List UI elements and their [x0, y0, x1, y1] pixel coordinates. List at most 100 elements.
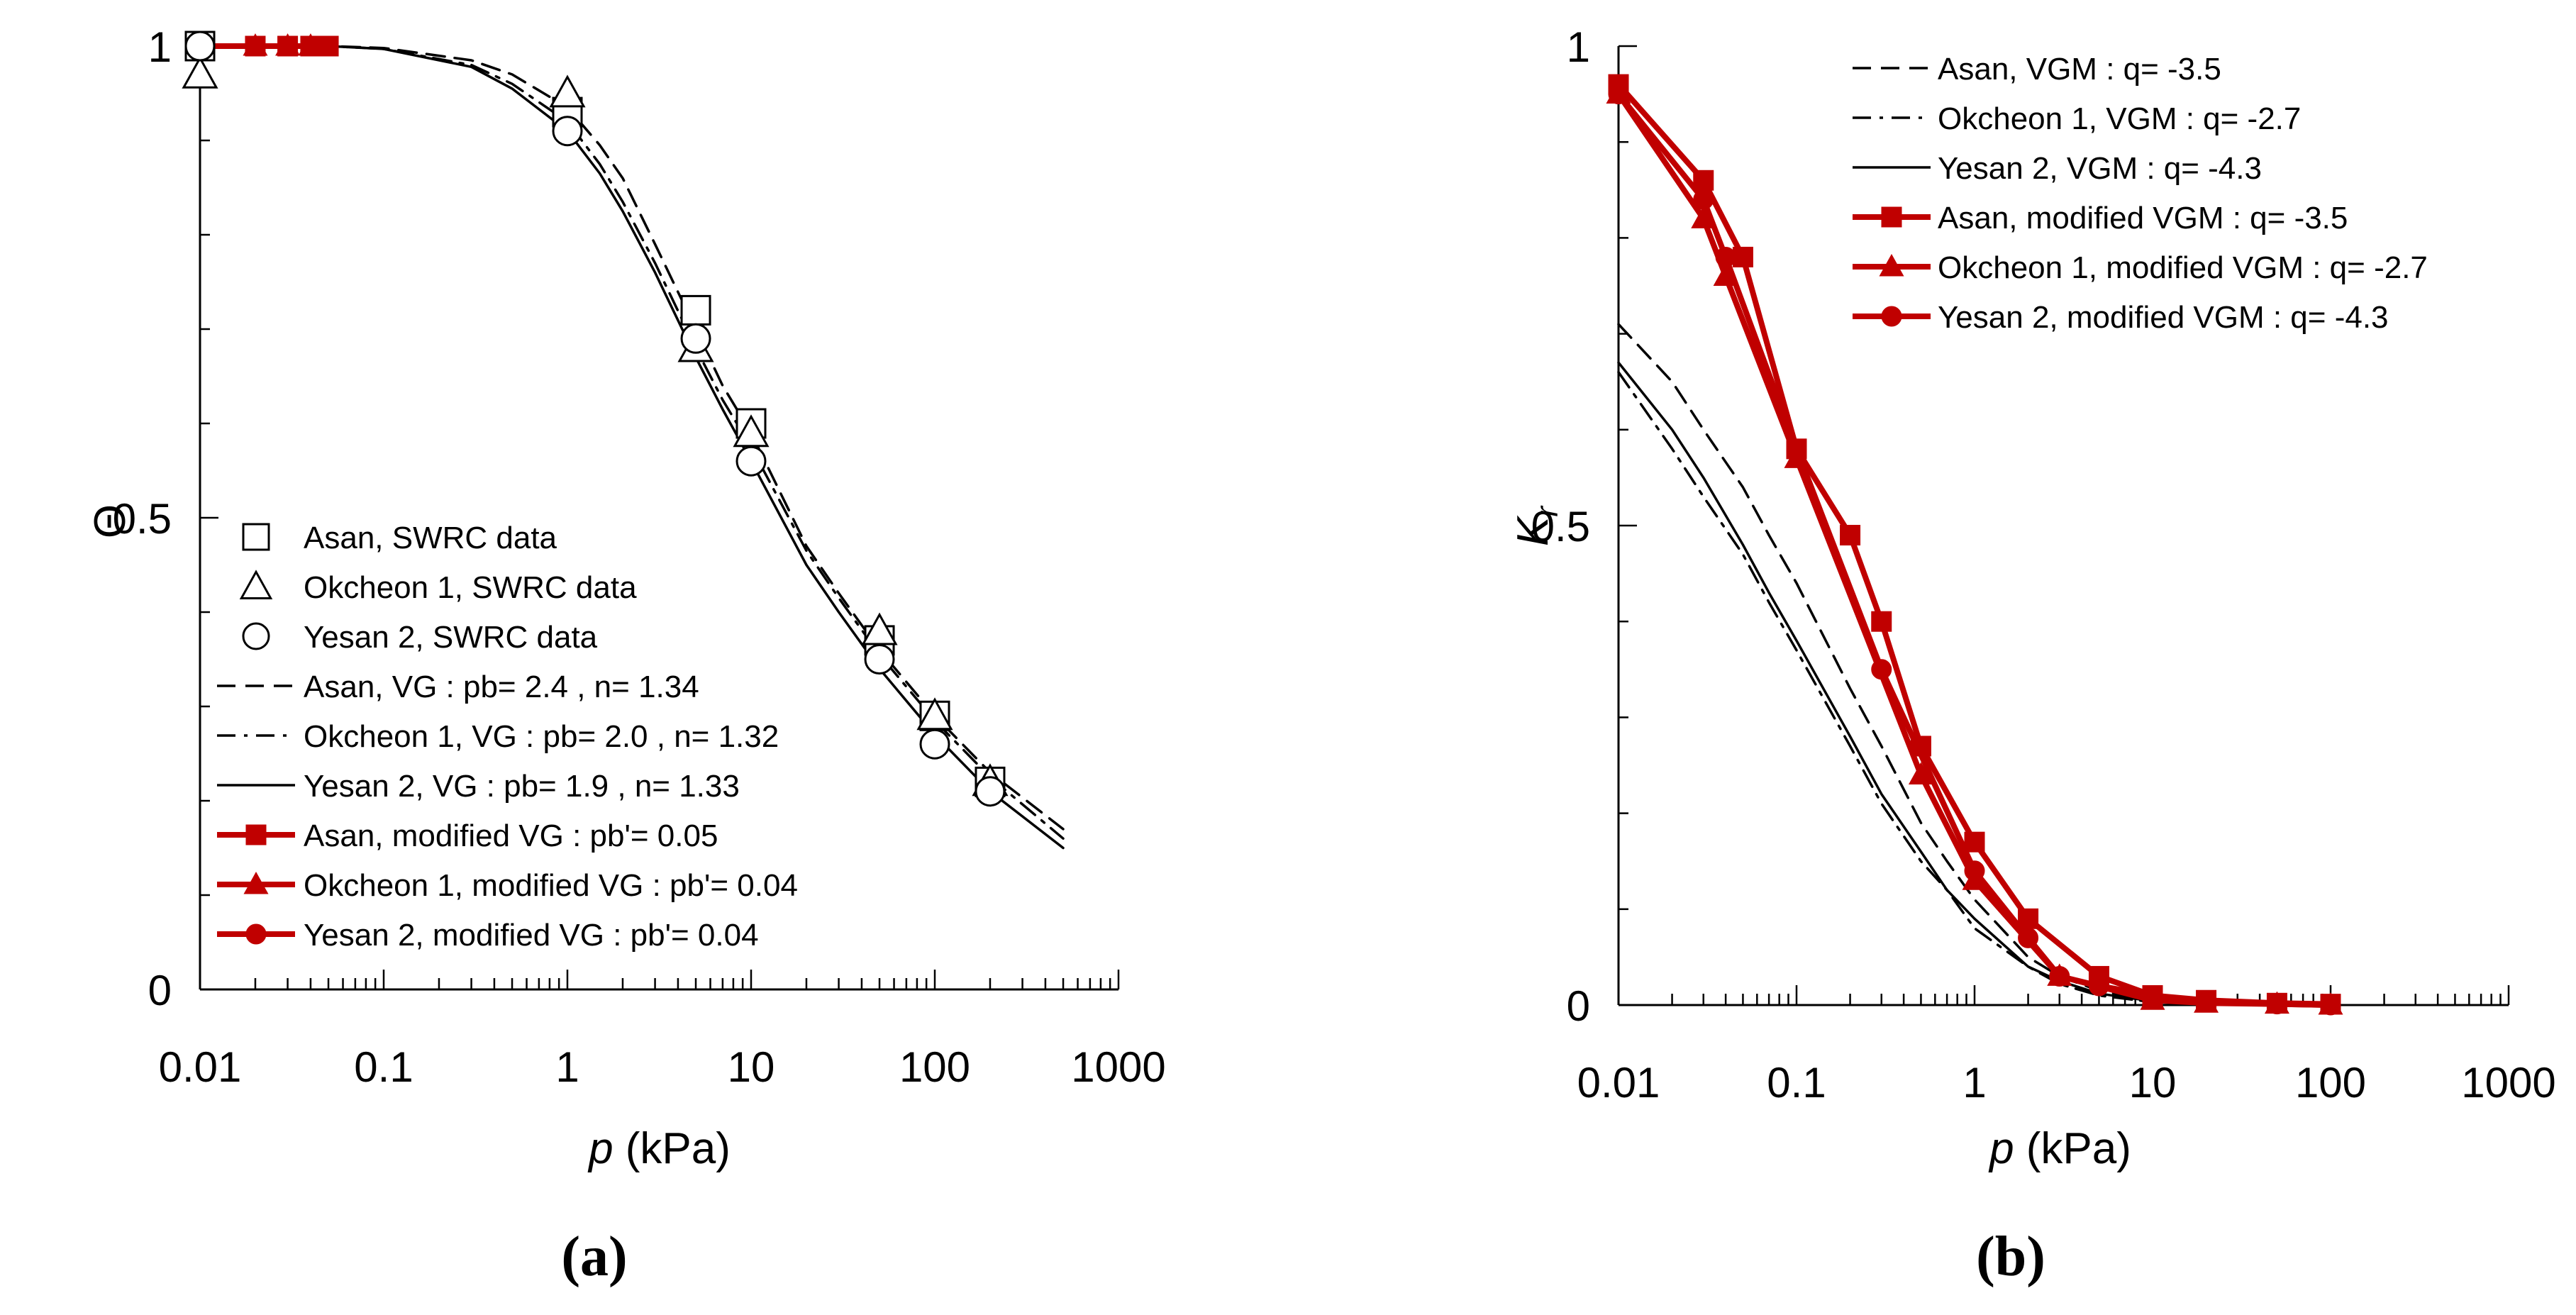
legend-label: Okcheon 1, modified VG : pb'= 0.04 — [304, 868, 798, 903]
x-axis-label: p (kPa) — [1988, 1124, 2131, 1173]
legend-item: Okcheon 1, SWRC data — [239, 570, 637, 605]
data-point — [1871, 611, 1892, 632]
legend-marker — [245, 923, 267, 945]
legend-label: Yesan 2, modified VGM : q= -4.3 — [1938, 300, 2389, 335]
panel-label: (b) — [1976, 1226, 2045, 1288]
legend-item: Asan, modified VGM : q= -3.5 — [1853, 201, 2348, 235]
x-axis-label-unit: (kPa) — [614, 1124, 731, 1173]
data-point — [2320, 994, 2341, 1016]
series-1 — [1617, 370, 2208, 1006]
data-point — [245, 35, 266, 57]
data-point — [2196, 992, 2217, 1013]
legend-item: Okcheon 1, modified VGM : q= -2.7 — [1853, 250, 2428, 285]
legend-marker — [243, 871, 269, 894]
data-point — [1908, 762, 1933, 784]
data-point — [552, 116, 583, 147]
series-line — [1617, 323, 2208, 1006]
data-point — [1964, 831, 1985, 853]
data-point — [1786, 438, 1807, 460]
legend-item: Asan, modified VG : pb'= 0.05 — [217, 819, 718, 853]
x-tick-label: 100 — [2295, 1059, 2366, 1106]
legend-item: Yesan 2, modified VGM : q= -4.3 — [1853, 300, 2389, 335]
legend-item: Okcheon 1, modified VG : pb'= 0.04 — [217, 868, 798, 903]
legend-label: Yesan 2, modified VG : pb'= 0.04 — [304, 918, 759, 953]
data-point — [2018, 927, 2039, 948]
legend-item: Yesan 2, VGM : q= -4.3 — [1853, 151, 2262, 186]
data-point — [1693, 170, 1714, 191]
data-point — [549, 74, 586, 108]
x-tick-label: 10 — [728, 1043, 775, 1091]
data-point — [2049, 965, 2070, 987]
x-tick-label: 0.1 — [1767, 1059, 1826, 1106]
x-tick-label: 1 — [555, 1043, 579, 1091]
y-tick-label: 0 — [1567, 982, 1590, 1030]
legend-item: Asan, SWRC data — [242, 521, 557, 555]
legend-item: Yesan 2, VG : pb= 1.9 , n= 1.33 — [217, 769, 740, 804]
series-0 — [1617, 323, 2208, 1006]
legend-label: Asan, modified VG : pb'= 0.05 — [304, 819, 718, 853]
x-tick-label: 1 — [1962, 1059, 1986, 1106]
legend-item: Okcheon 1, VGM : q= -2.7 — [1853, 101, 2301, 136]
data-point — [318, 35, 339, 57]
x-tick-label: 0.01 — [159, 1043, 242, 1091]
data-point — [680, 323, 711, 354]
data-point — [277, 35, 299, 57]
x-tick-label: 100 — [899, 1043, 970, 1091]
series-line — [1617, 361, 2208, 1006]
legend-label: Okcheon 1, VGM : q= -2.7 — [1938, 101, 2301, 136]
data-point — [1840, 525, 1861, 546]
data-point — [864, 644, 895, 675]
data-point — [2018, 908, 2039, 929]
series-5 — [1608, 84, 2341, 1016]
data-point — [1715, 246, 1736, 267]
legend-label: Okcheon 1, modified VGM : q= -2.7 — [1938, 250, 2428, 285]
x-tick-label: 1000 — [2461, 1059, 2555, 1106]
data-point — [735, 445, 767, 477]
legend-label: Asan, modified VGM : q= -3.5 — [1938, 201, 2348, 235]
data-point — [1608, 84, 1629, 105]
legend-item: Asan, VGM : q= -3.5 — [1853, 52, 2221, 87]
x-tick-label: 1000 — [1071, 1043, 1165, 1091]
legend-marker — [242, 622, 270, 650]
legend-label: Okcheon 1, SWRC data — [304, 570, 637, 605]
legend-marker — [242, 523, 270, 551]
data-point — [2088, 975, 2109, 997]
legend-marker — [1879, 253, 1904, 277]
series-line — [199, 45, 1065, 850]
x-axis-label-variable: p — [1988, 1124, 2014, 1173]
x-tick-label: 0.1 — [354, 1043, 413, 1091]
legend: Asan, VGM : q= -3.5 Okcheon 1, VGM : q= -… — [1853, 52, 2428, 335]
x-axis-label-unit: (kPa) — [2014, 1124, 2131, 1173]
data-point — [1732, 246, 1753, 267]
data-point — [182, 55, 218, 89]
x-axis-label-variable: p — [587, 1124, 613, 1173]
data-point — [2142, 984, 2163, 1006]
legend-label: Yesan 2, SWRC data — [304, 620, 598, 655]
data-point — [680, 294, 711, 326]
panel-label: (a) — [561, 1226, 627, 1288]
data-point — [184, 30, 216, 62]
data-point — [2266, 994, 2287, 1015]
legend-marker — [239, 570, 273, 600]
legend-label: Asan, SWRC data — [304, 521, 557, 555]
data-point — [975, 776, 1006, 807]
x-axis-label: p (kPa) — [587, 1124, 731, 1173]
legend: Asan, SWRC data Okcheon 1, SWRC data Yesan… — [217, 521, 798, 953]
legend-marker — [1881, 206, 1902, 228]
legend-label: Yesan 2, VG : pb= 1.9 , n= 1.33 — [304, 769, 740, 804]
y-tick-label: 0.5 — [1531, 503, 1590, 550]
legend-label: Okcheon 1, VG : pb= 2.0 , n= 1.32 — [304, 719, 779, 754]
data-point — [1964, 860, 1985, 882]
series-5 — [197, 35, 321, 57]
legend-marker — [245, 824, 267, 845]
y-tick-label: 0.5 — [113, 495, 172, 543]
series-8 — [184, 30, 1006, 807]
legend-label: Asan, VGM : q= -3.5 — [1938, 52, 2221, 87]
x-tick-label: 0.01 — [1577, 1059, 1660, 1106]
legend-label: Yesan 2, VGM : q= -4.3 — [1938, 151, 2262, 186]
legend-marker — [1881, 306, 1902, 327]
legend-item: Yesan 2, SWRC data — [242, 620, 598, 655]
legend-label: Asan, VG : pb= 2.4 , n= 1.34 — [304, 670, 699, 704]
